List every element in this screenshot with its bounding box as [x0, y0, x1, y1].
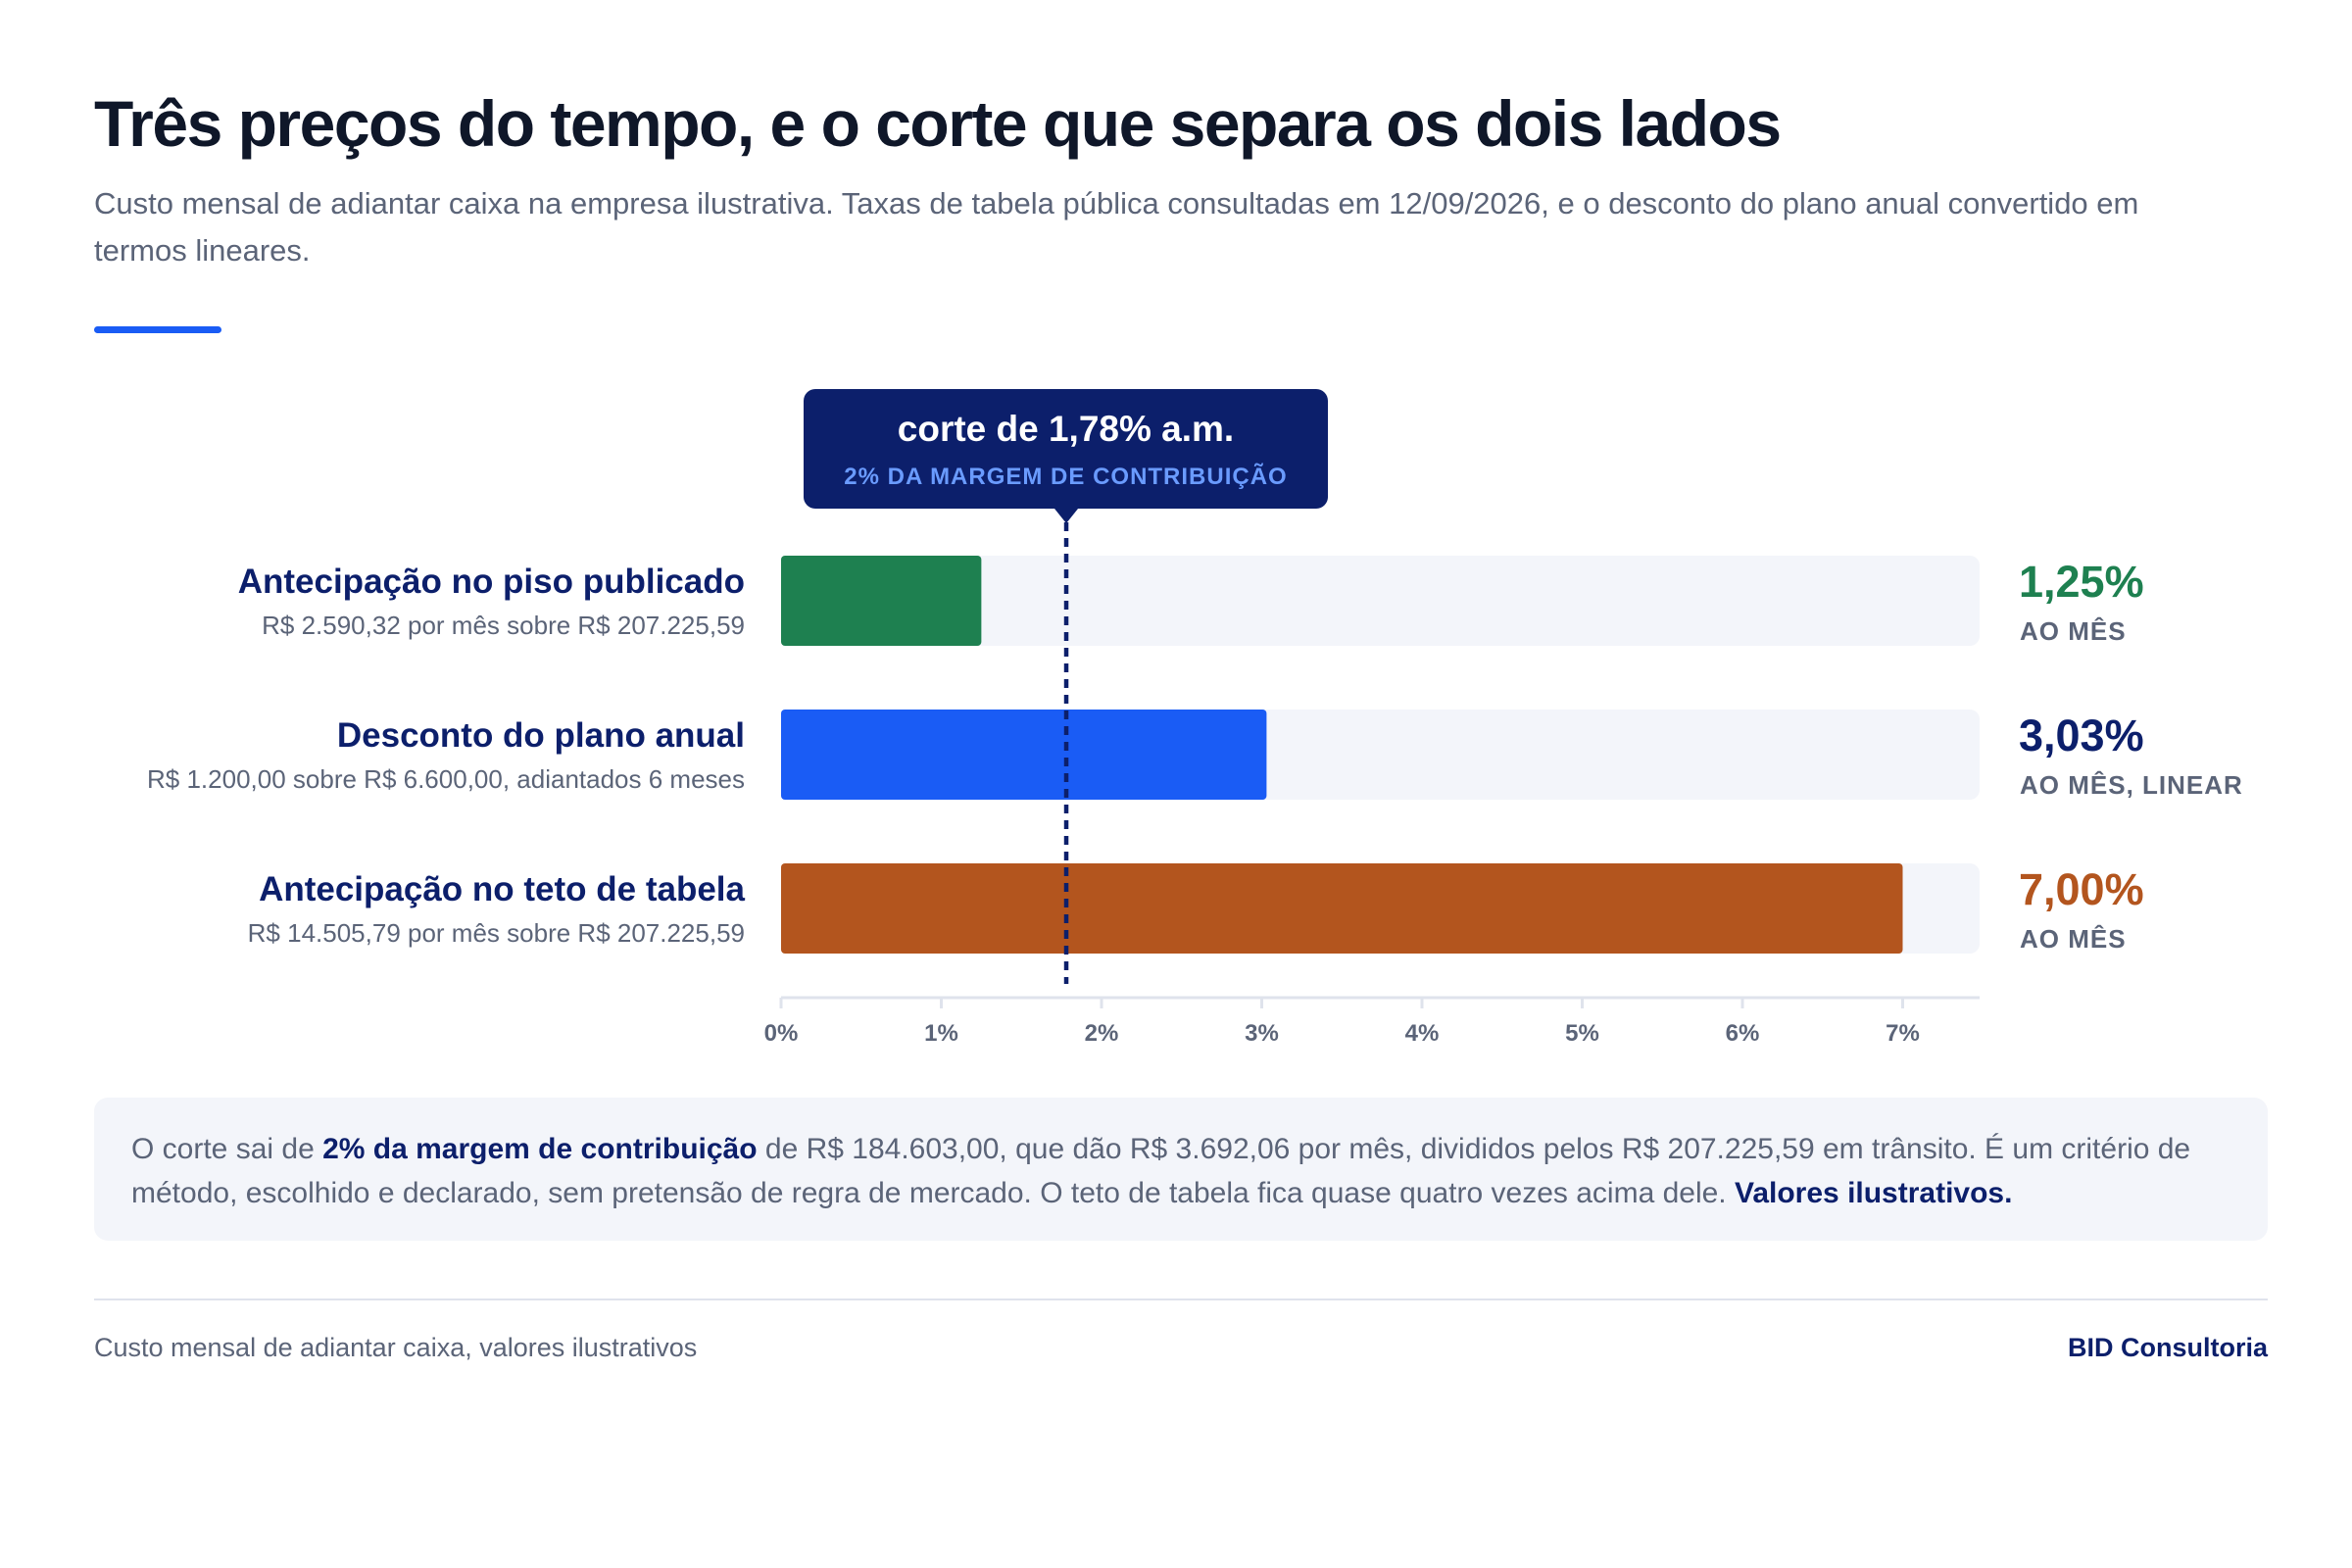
- bar-label: Antecipação no teto de tabela: [259, 870, 745, 908]
- note-bold-1: 2% da margem de contribuição: [322, 1133, 758, 1165]
- bar-sublabel: R$ 14.505,79 por mês sobre R$ 207.225,59: [248, 918, 745, 948]
- x-tick-label: 5%: [1565, 1020, 1599, 1047]
- note-text-2: de R$ 184.603,00, que dão R$ 3.692,06 po…: [131, 1133, 2191, 1209]
- bar-track: [781, 556, 1980, 646]
- x-tick-label: 6%: [1726, 1020, 1760, 1047]
- bar-label: Desconto do plano anual: [337, 716, 745, 755]
- bar: [781, 556, 982, 646]
- x-tick-label: 1%: [924, 1020, 958, 1047]
- value-label: 3,03%: [2019, 710, 2144, 760]
- value-label: 1,25%: [2019, 557, 2144, 607]
- chart-subtitle: Custo mensal de adiantar caixa na empres…: [94, 186, 2139, 268]
- cutoff-callout: [804, 389, 1328, 509]
- x-tick-label: 3%: [1245, 1020, 1279, 1047]
- value-unit: AO MÊS, LINEAR: [2020, 770, 2243, 800]
- bar: [781, 863, 1903, 954]
- value-label: 7,00%: [2019, 864, 2144, 914]
- x-tick-label: 2%: [1085, 1020, 1119, 1047]
- bar-label: Antecipação no piso publicado: [238, 563, 745, 601]
- bar: [781, 710, 1267, 800]
- callout-pointer: [1054, 509, 1079, 523]
- note-bold-2: Valores ilustrativos.: [1734, 1177, 2013, 1209]
- x-tick-label: 7%: [1886, 1020, 1920, 1047]
- cutoff-sublabel: 2% DA MARGEM DE CONTRIBUIÇÃO: [844, 463, 1287, 490]
- chart-title: Três preços do tempo, e o corte que sepa…: [94, 87, 1782, 160]
- footer-caption: Custo mensal de adiantar caixa, valores …: [94, 1333, 698, 1362]
- cutoff-label: corte de 1,78% a.m.: [898, 409, 1234, 449]
- x-tick-label: 0%: [764, 1020, 799, 1047]
- value-unit: AO MÊS: [2020, 616, 2127, 646]
- bar-sublabel: R$ 2.590,32 por mês sobre R$ 207.225,59: [262, 611, 745, 640]
- value-unit: AO MÊS: [2020, 924, 2127, 954]
- accent-rule: [94, 326, 221, 333]
- bar-chart: Antecipação no piso publicado R$ 2.590,32…: [147, 389, 2243, 1047]
- method-note: O corte sai de 2% da margem de contribui…: [94, 1098, 2268, 1241]
- bar-sublabel: R$ 1.200,00 sobre R$ 6.600,00, adiantado…: [147, 764, 745, 794]
- note-text-1: O corte sai de: [131, 1133, 323, 1165]
- footer-divider: [94, 1298, 2268, 1300]
- footer-brand: BID Consultoria: [2067, 1333, 2268, 1362]
- x-tick-label: 4%: [1405, 1020, 1440, 1047]
